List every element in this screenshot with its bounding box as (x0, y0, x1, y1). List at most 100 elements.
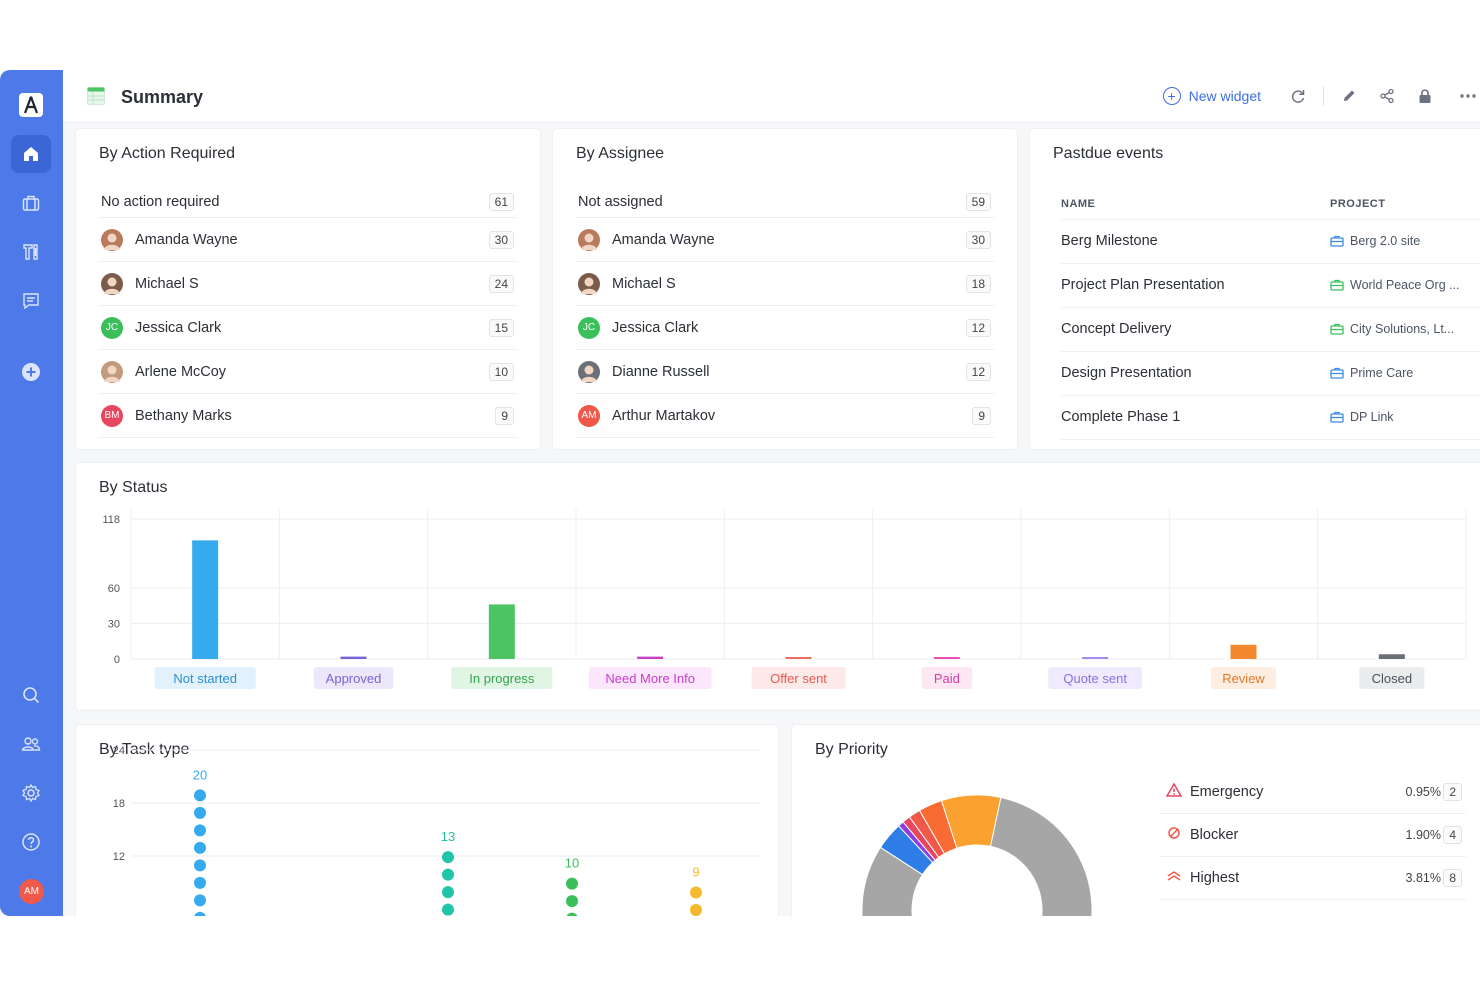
widget-by-action-required: By Action Required No action required 61 A… (76, 129, 540, 449)
data-point[interactable] (194, 859, 206, 872)
list-item[interactable]: AM Arthur Martakov 9 (575, 394, 995, 438)
chat-icon[interactable] (11, 282, 51, 320)
status-bar-chart: 0 30 60 118 Not started Approved In progress Ne… (102, 509, 1467, 689)
legend-item[interactable]: Highest 3.81% 8 (1160, 857, 1466, 900)
app-logo[interactable] (19, 93, 43, 117)
briefcase-icon (1330, 279, 1344, 291)
data-point[interactable] (566, 895, 578, 908)
count-badge: 30 (965, 230, 991, 249)
data-point[interactable] (442, 868, 454, 881)
bar[interactable] (192, 540, 219, 659)
avatar (101, 360, 123, 383)
user-avatar[interactable]: AM (19, 879, 44, 904)
list-item[interactable]: Not assigned 59 (575, 186, 995, 218)
share-icon[interactable] (1377, 86, 1397, 106)
bar[interactable] (1378, 654, 1405, 659)
table-row[interactable]: Concept Delivery City Solutions, Lt... (1061, 307, 1480, 352)
new-widget-button[interactable]: + New widget (1162, 87, 1261, 105)
bar[interactable] (933, 657, 960, 659)
avatar (578, 228, 600, 251)
list-item[interactable]: Amanda Wayne 30 (98, 218, 518, 262)
search-icon[interactable] (11, 676, 51, 714)
priority-donut-chart (861, 794, 1093, 916)
item-name: Michael S (135, 275, 199, 292)
data-point[interactable] (194, 806, 206, 819)
column-header-project: PROJECT (1330, 198, 1386, 210)
refresh-icon[interactable] (1288, 86, 1308, 106)
data-point[interactable] (442, 886, 454, 899)
lock-icon[interactable] (1415, 86, 1435, 106)
data-point[interactable] (194, 894, 206, 907)
data-point[interactable] (442, 851, 454, 864)
more-options-icon[interactable] (1458, 86, 1478, 106)
warning-icon (1165, 782, 1183, 803)
table-row[interactable]: Complete Phase 1 DP Link (1061, 395, 1480, 440)
event-project[interactable]: DP Link (1330, 410, 1394, 424)
category-label-text: Need More Info (605, 671, 695, 686)
bar[interactable] (340, 656, 367, 659)
donut-segment[interactable] (989, 796, 1093, 916)
settings-icon[interactable] (11, 774, 51, 812)
add-icon[interactable] (11, 353, 51, 391)
list-item[interactable]: Amanda Wayne 30 (575, 218, 995, 262)
tools-icon[interactable] (11, 233, 51, 271)
data-point[interactable] (690, 886, 702, 899)
task-type-dot-chart: 12 18 24 20 13 10 9 (113, 745, 760, 916)
legend-item[interactable]: Blocker 1.90% 4 (1160, 814, 1466, 857)
legend-label: Emergency (1190, 784, 1264, 800)
table-row[interactable]: Design Presentation Prime Care (1061, 351, 1480, 396)
category-label-text: In progress (469, 671, 535, 686)
bar[interactable] (488, 604, 515, 659)
table-row[interactable]: Berg Milestone Berg 2.0 site (1061, 219, 1480, 264)
list-item[interactable]: Michael S 18 (575, 262, 995, 306)
list-item[interactable]: Dianne Russell 12 (575, 350, 995, 394)
list-item[interactable]: JC Jessica Clark 12 (575, 306, 995, 350)
event-project[interactable]: World Peace Org ... (1330, 278, 1460, 292)
legend-percent: 1.90% (1405, 828, 1441, 842)
avatar (578, 360, 600, 383)
list-item[interactable]: BM Bethany Marks 9 (98, 394, 518, 438)
item-name: Jessica Clark (135, 319, 222, 336)
data-point[interactable] (566, 912, 578, 916)
briefcase-icon (1330, 411, 1344, 423)
bar[interactable] (785, 657, 812, 659)
data-point[interactable] (194, 789, 206, 802)
bar[interactable] (1230, 644, 1257, 659)
column-header-name: NAME (1061, 198, 1096, 210)
widget-pastdue-events: Pastdue events NAME PROJECT Berg Milesto… (1030, 129, 1480, 449)
data-point[interactable] (566, 877, 578, 890)
home-icon[interactable] (11, 135, 51, 173)
data-label: 10 (565, 856, 579, 871)
data-point[interactable] (194, 824, 206, 837)
data-point[interactable] (442, 903, 454, 916)
project-name: City Solutions, Lt... (1350, 322, 1455, 336)
avatar: JC (578, 316, 600, 339)
bar[interactable] (1082, 657, 1109, 659)
widget-title: By Priority (815, 741, 888, 758)
list-item[interactable]: JC Jessica Clark 15 (98, 306, 518, 350)
event-project[interactable]: Berg 2.0 site (1330, 234, 1420, 248)
help-icon[interactable] (11, 823, 51, 861)
category-label-bg (451, 667, 553, 689)
list-item[interactable]: Michael S 24 (98, 262, 518, 306)
data-point[interactable] (194, 911, 206, 916)
widget-by-task-type: By Task type 12 18 24 20 13 10 9 (76, 725, 778, 916)
count-badge: 15 (488, 318, 514, 337)
count-badge: 8 (1443, 869, 1462, 887)
list-item[interactable]: Arlene McCoy 10 (98, 350, 518, 394)
category-label-bg (588, 667, 712, 689)
data-point[interactable] (194, 841, 206, 854)
legend-item[interactable]: Emergency 0.95% 2 (1160, 771, 1466, 814)
data-point[interactable] (194, 876, 206, 889)
briefcase-icon[interactable] (11, 184, 51, 222)
y-tick-label: 0 (114, 654, 120, 666)
users-icon[interactable] (11, 725, 51, 763)
y-tick-label: 118 (102, 514, 120, 526)
bar[interactable] (637, 656, 664, 659)
event-project[interactable]: City Solutions, Lt... (1330, 322, 1454, 336)
event-project[interactable]: Prime Care (1330, 366, 1413, 380)
data-point[interactable] (690, 904, 702, 916)
table-row[interactable]: Project Plan Presentation World Peace Org… (1061, 263, 1480, 308)
edit-icon[interactable] (1339, 86, 1359, 106)
list-item[interactable]: No action required 61 (98, 186, 518, 218)
